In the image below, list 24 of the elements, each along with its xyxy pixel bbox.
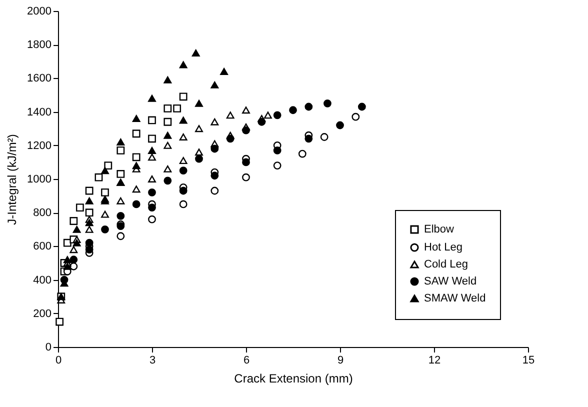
y-axis-title: J-Integral (kJ/m²) [5, 134, 20, 225]
y-tick-label: 1200 [27, 140, 52, 152]
y-tick-label: 0 [45, 342, 52, 354]
legend-label: Elbow [424, 224, 454, 236]
legend-label: Cold Leg [424, 258, 468, 270]
x-tick-label: 15 [522, 354, 535, 366]
legend-label: SMAW Weld [424, 292, 486, 304]
legend-label: SAW Weld [424, 276, 477, 288]
y-tick-label: 800 [33, 207, 52, 220]
x-tick-label: 0 [55, 354, 62, 366]
x-tick-label: 12 [428, 354, 441, 366]
y-tick-label: 2000 [27, 6, 52, 18]
y-tick-label: 1800 [27, 39, 52, 52]
x-tick-label: 3 [149, 354, 156, 366]
y-tick-label: 1400 [27, 106, 52, 118]
y-tick-label: 400 [33, 274, 52, 286]
y-tick-label: 200 [33, 308, 52, 320]
x-axis-title: Crack Extension (mm) [234, 372, 353, 386]
y-tick-label: 600 [33, 240, 52, 253]
x-tick-label: 6 [243, 354, 250, 366]
x-tick-label: 9 [337, 354, 344, 366]
legend-label: Hot Leg [424, 242, 463, 254]
y-tick-label: 1000 [27, 174, 52, 186]
y-tick-label: 1600 [27, 72, 52, 85]
